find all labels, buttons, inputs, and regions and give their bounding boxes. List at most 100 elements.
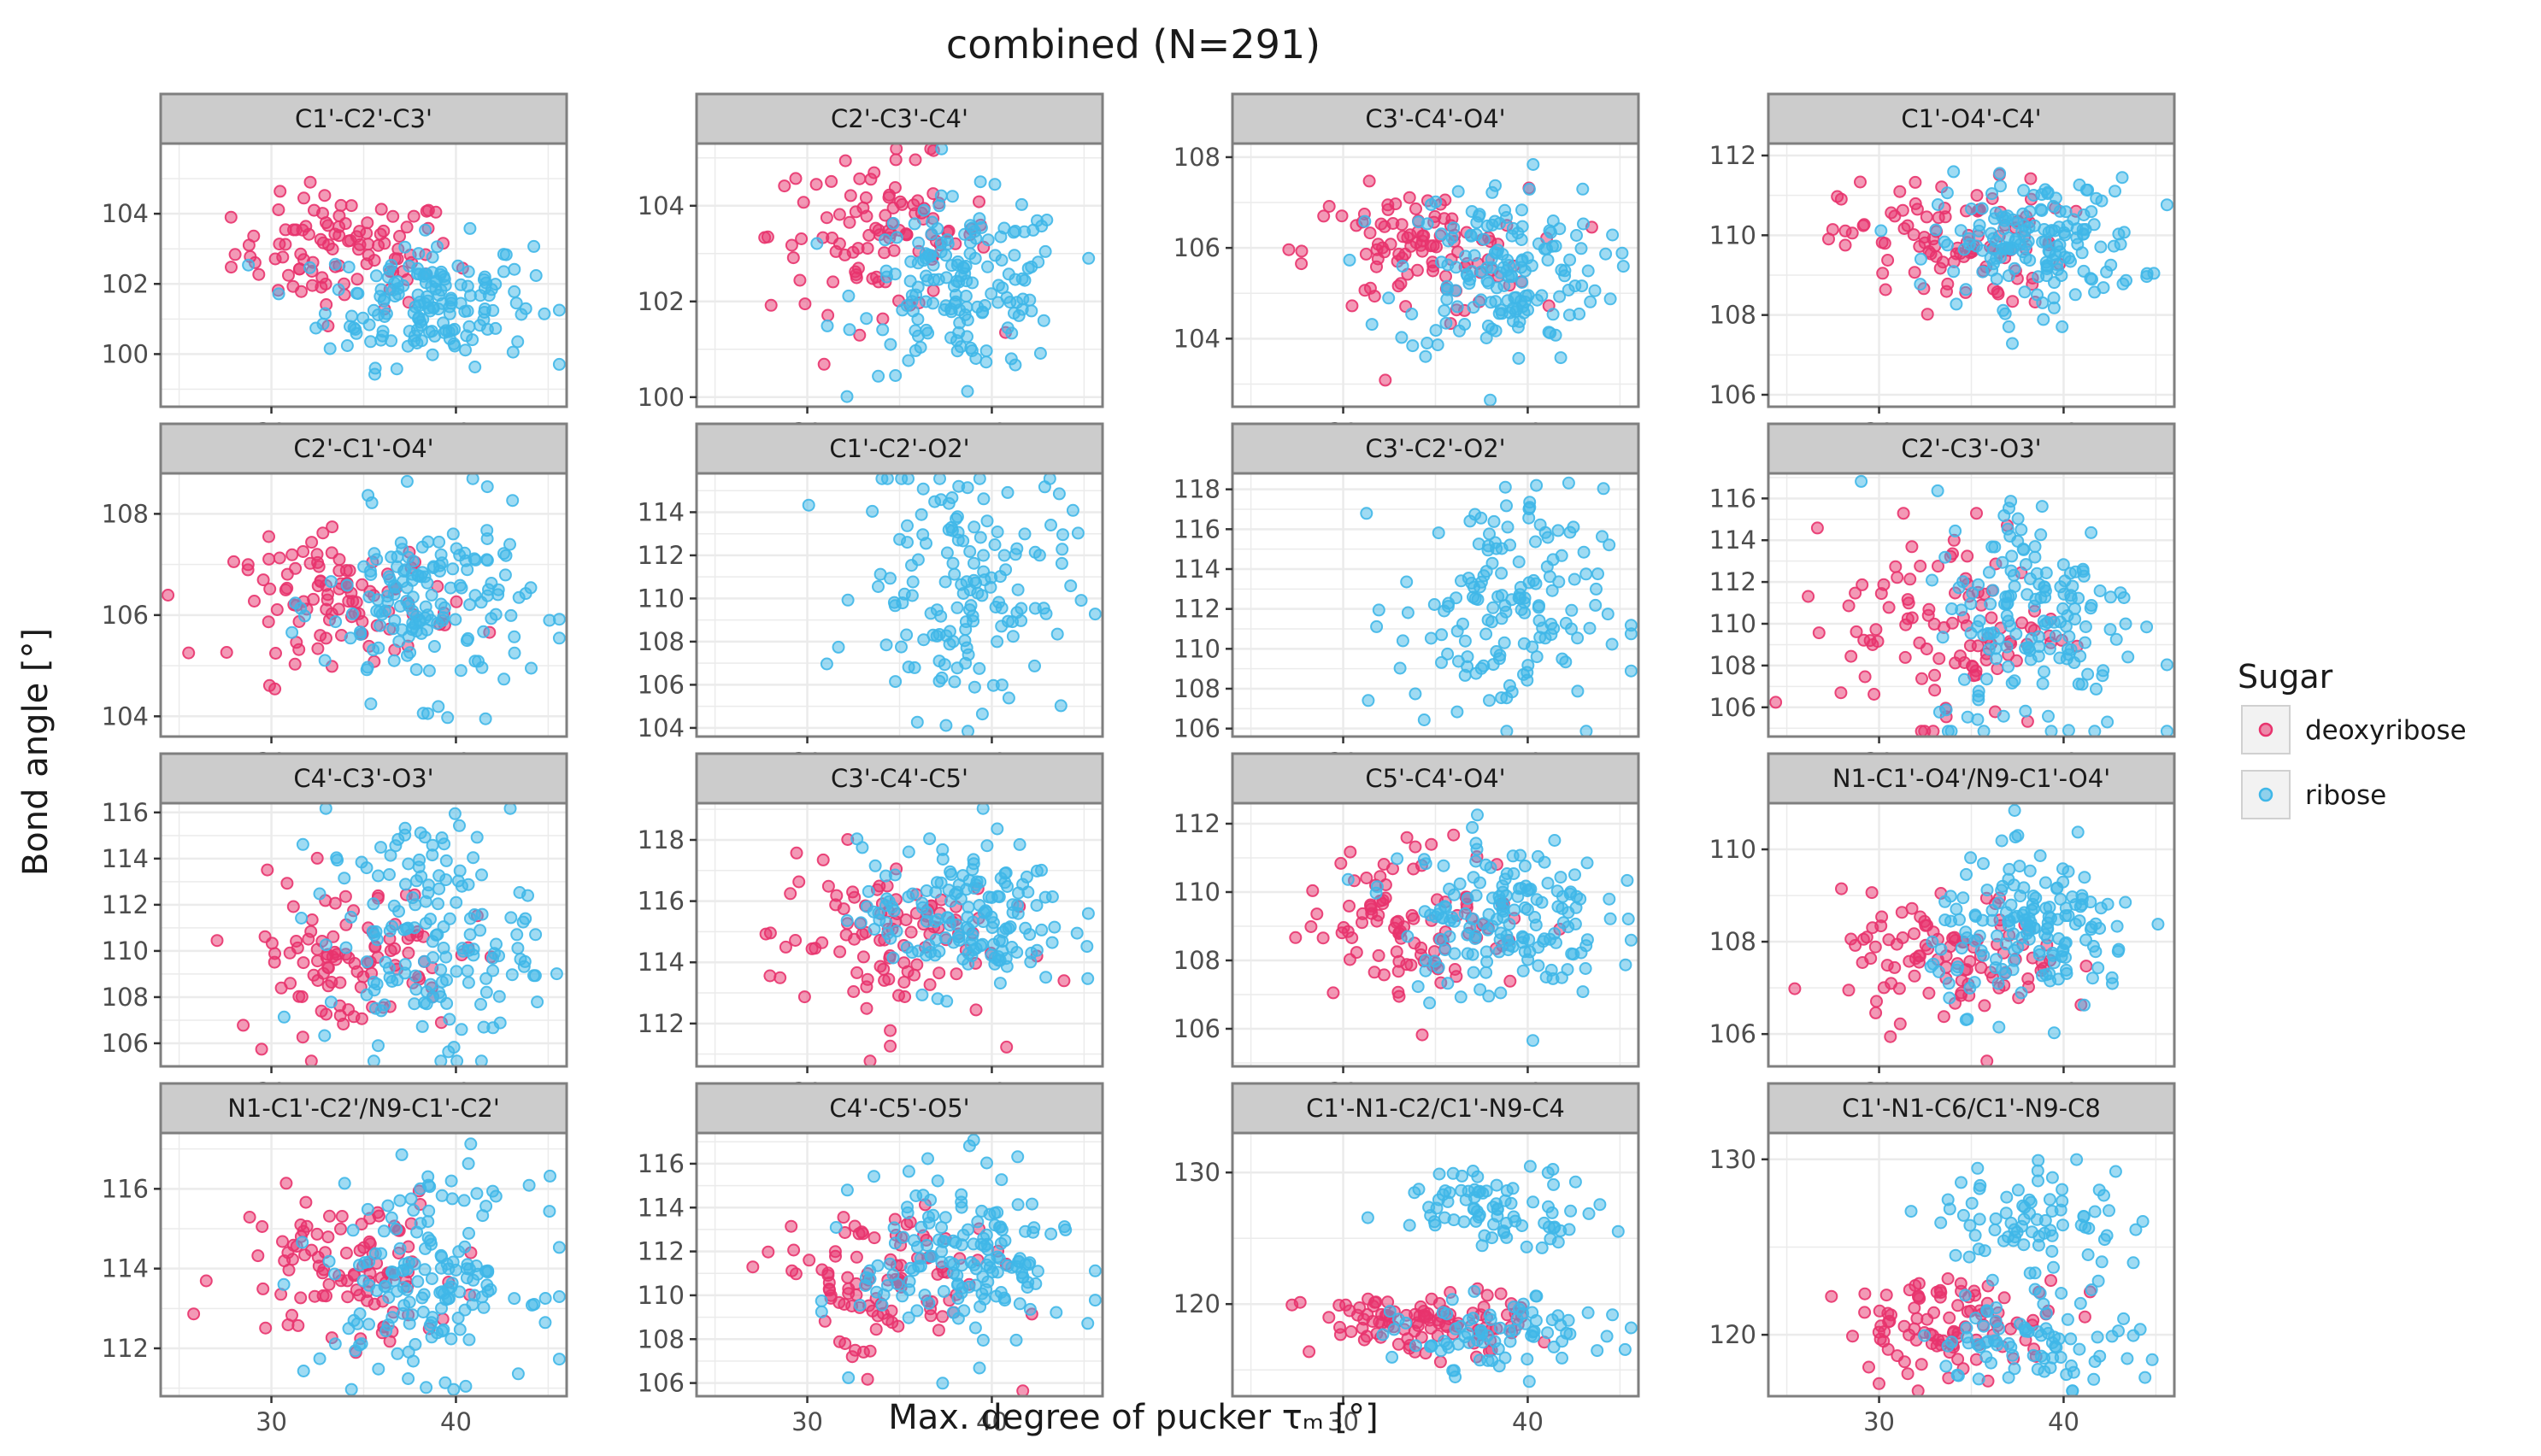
data-point-deoxyribose (1407, 912, 1420, 925)
data-point-ribose (493, 1016, 507, 1030)
data-point-ribose (2016, 1199, 2030, 1212)
data-point-ribose (2136, 1215, 2150, 1228)
data-point-deoxyribose (1857, 633, 1871, 647)
data-point-ribose (1462, 1313, 1475, 1327)
data-point-ribose (411, 267, 424, 281)
data-point-ribose (1577, 217, 1590, 231)
data-point-ribose (2082, 1222, 2096, 1235)
data-point-deoxyribose (1873, 1377, 1885, 1390)
data-point-deoxyribose (305, 913, 319, 926)
data-point-ribose (941, 237, 955, 250)
data-point-ribose (1968, 1229, 1982, 1242)
data-point-ribose (2047, 1260, 2060, 1274)
data-point-ribose (1520, 1353, 1534, 1366)
facet-strip-label: C2'-C3'-C4' (831, 104, 968, 133)
data-point-deoxyribose (285, 548, 299, 561)
data-point-deoxyribose (1392, 247, 1406, 261)
data-point-ribose (1011, 898, 1024, 912)
data-point-ribose (1564, 1204, 1578, 1218)
data-point-ribose (1023, 928, 1037, 942)
data-point-ribose (1486, 658, 1500, 672)
data-point-deoxyribose (899, 913, 913, 926)
data-point-ribose (944, 895, 957, 908)
data-point-ribose (1574, 946, 1588, 960)
data-point-deoxyribose (863, 1344, 877, 1358)
data-point-ribose (868, 859, 882, 872)
data-point-ribose (1457, 1215, 1471, 1229)
data-point-ribose (1541, 1165, 1555, 1179)
data-point-deoxyribose (846, 885, 860, 899)
data-point-ribose (1984, 597, 1997, 611)
data-point-ribose (1550, 884, 1564, 898)
data-point-ribose (888, 267, 902, 281)
data-point-deoxyribose (256, 1282, 270, 1295)
data-point-ribose (1538, 631, 1552, 645)
data-point-ribose (2015, 986, 2028, 1000)
data-point-ribose (1986, 584, 2000, 597)
data-point-ribose (1494, 986, 1508, 1000)
legend-label-ribose: ribose (2305, 780, 2386, 811)
data-point-ribose (903, 1283, 916, 1296)
data-point-ribose (2035, 204, 2049, 217)
data-point-ribose (955, 1286, 968, 1300)
data-point-ribose (968, 251, 982, 265)
data-point-ribose (2045, 1245, 2059, 1258)
data-point-ribose (1486, 601, 1500, 614)
data-point-ribose (409, 983, 423, 996)
data-point-ribose (379, 1280, 392, 1294)
data-point-ribose (457, 1194, 471, 1207)
data-point-deoxyribose (1433, 1355, 1447, 1369)
data-point-ribose (2079, 636, 2091, 649)
data-point-ribose (480, 554, 494, 567)
data-point-ribose (2030, 567, 2044, 580)
data-point-deoxyribose (1812, 626, 1826, 640)
data-point-deoxyribose (1411, 1319, 1425, 1332)
data-point-ribose (967, 1133, 980, 1147)
data-point-ribose (2032, 630, 2045, 643)
data-point-ribose (1428, 1218, 1442, 1232)
data-point-deoxyribose (326, 520, 339, 534)
data-point-ribose (504, 911, 518, 925)
data-point-ribose (432, 869, 446, 883)
data-point-ribose (2097, 664, 2110, 678)
data-point-ribose (886, 216, 900, 230)
panel-border (1767, 142, 2176, 408)
data-point-ribose (862, 884, 875, 898)
data-point-ribose (2031, 1164, 2044, 1177)
data-point-ribose (2005, 549, 2019, 563)
data-point-ribose (2043, 642, 2056, 655)
data-point-ribose (1624, 627, 1638, 641)
data-point-ribose (1964, 626, 1978, 640)
data-point-ribose (1011, 583, 1025, 596)
data-point-ribose (1481, 320, 1495, 332)
data-point-deoxyribose (786, 251, 800, 265)
data-point-ribose (1423, 996, 1437, 1010)
data-point-ribose (962, 922, 975, 936)
data-point-ribose (1918, 1329, 1932, 1342)
data-point-ribose (879, 638, 893, 652)
data-point-ribose (2160, 658, 2173, 672)
data-point-ribose (915, 1220, 928, 1234)
data-point-ribose (1571, 684, 1585, 698)
data-point-ribose (439, 854, 453, 867)
data-point-ribose (1050, 627, 1064, 641)
data-point-ribose (409, 969, 422, 983)
data-point-ribose (1972, 1242, 1985, 1256)
data-point-ribose (1469, 854, 1483, 868)
data-point-ribose (1441, 647, 1455, 660)
data-point-ribose (421, 707, 434, 720)
data-point-ribose (2138, 1371, 2152, 1384)
data-point-deoxyribose (297, 191, 310, 205)
data-point-ribose (1444, 913, 1457, 927)
y-tick-label: 106 (1173, 233, 1221, 262)
y-tick-label: 110 (1173, 878, 1221, 907)
data-point-ribose (390, 362, 403, 376)
data-point-ribose (879, 233, 891, 247)
data-point-ribose (1011, 1150, 1025, 1164)
data-point-deoxyribose (868, 1231, 881, 1245)
data-point-ribose (903, 274, 917, 288)
series-ribose (1343, 158, 1630, 407)
data-point-ribose (410, 323, 424, 337)
data-point-ribose (2001, 209, 2015, 223)
